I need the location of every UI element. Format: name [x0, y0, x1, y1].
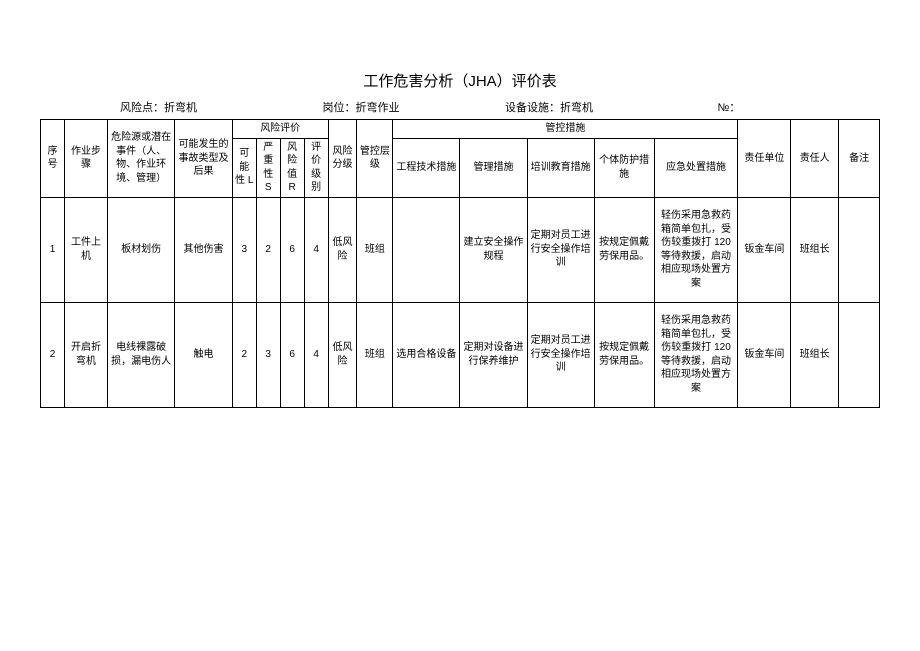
- cell-accident: 触电: [175, 302, 233, 407]
- th-emerg: 应急处置措施: [654, 138, 738, 197]
- meta-number: №：: [658, 99, 871, 115]
- cell-step: 开启折弯机: [64, 302, 107, 407]
- cell-accident: 其他伤害: [175, 197, 233, 302]
- cell-S: 3: [256, 302, 280, 407]
- table-head: 序号 作业步骤 危险源或潜在事件（人、物、作业环境、管理） 可能发生的事故类型及…: [41, 120, 880, 198]
- cell-level: 4: [304, 197, 328, 302]
- cell-R: 6: [280, 197, 304, 302]
- table-row: 1 工件上机 板材划伤 其他伤害 3 2 6 4 低风险 班组 建立安全操作规程…: [41, 197, 880, 302]
- cell-note: [839, 302, 880, 407]
- cell-train: 定期对员工进行安全操作培训: [527, 302, 594, 407]
- cell-unit: 钣金车间: [738, 197, 791, 302]
- cell-layer: 班组: [357, 197, 393, 302]
- th-hazard: 危险源或潜在事件（人、物、作业环境、管理）: [108, 120, 175, 198]
- cell-note: [839, 197, 880, 302]
- jha-table: 序号 作业步骤 危险源或潜在事件（人、物、作业环境、管理） 可能发生的事故类型及…: [40, 119, 880, 408]
- cell-L: 3: [232, 197, 256, 302]
- cell-seq: 2: [41, 302, 65, 407]
- th-controls: 管控措施: [393, 120, 738, 139]
- cell-unit: 钣金车间: [738, 302, 791, 407]
- cell-hazard: 板材划伤: [108, 197, 175, 302]
- th-ppe: 个体防护措施: [594, 138, 654, 197]
- cell-R: 6: [280, 302, 304, 407]
- cell-level: 4: [304, 302, 328, 407]
- cell-emerg: 轻伤采用急救药箱简单包扎，受伤较重拨打 120 等待救援，启动相应现场处置方案: [654, 302, 738, 407]
- cell-ppe: 按规定佩戴劳保用品。: [594, 302, 654, 407]
- th-R: 风险值 R: [280, 138, 304, 197]
- cell-emerg: 轻伤采用急救药箱简单包扎，受伤较重拨打 120 等待救援，启动相应现场处置方案: [654, 197, 738, 302]
- table-row: 2 开启折弯机 电线裸露破损，漏电伤人 触电 2 3 6 4 低风险 班组 选用…: [41, 302, 880, 407]
- th-step: 作业步骤: [64, 120, 107, 198]
- cell-seq: 1: [41, 197, 65, 302]
- page-title: 工作危害分析（JHA）评价表: [40, 70, 880, 91]
- th-risk-eval: 风险评价: [232, 120, 328, 139]
- cell-eng: [393, 197, 460, 302]
- meta-row: 风险点：折弯机 岗位：折弯作业 设备设施：折弯机 №：: [40, 99, 880, 115]
- th-mgmt: 管理措施: [460, 138, 527, 197]
- meta-risk-point: 风险点：折弯机: [50, 99, 273, 115]
- cell-hazard: 电线裸露破损，漏电伤人: [108, 302, 175, 407]
- th-eng: 工程技术措施: [393, 138, 460, 197]
- cell-eng: 选用合格设备: [393, 302, 460, 407]
- page: 工作危害分析（JHA）评价表 风险点：折弯机 岗位：折弯作业 设备设施：折弯机 …: [0, 0, 920, 651]
- cell-mgmt: 定期对设备进行保养维护: [460, 302, 527, 407]
- th-seq: 序号: [41, 120, 65, 198]
- cell-ppe: 按规定佩戴劳保用品。: [594, 197, 654, 302]
- cell-resp: 班组长: [791, 197, 839, 302]
- cell-fenji: 低风险: [328, 197, 357, 302]
- meta-position: 岗位：折弯作业: [273, 99, 476, 115]
- cell-S: 2: [256, 197, 280, 302]
- th-unit: 责任单位: [738, 120, 791, 198]
- th-resp: 责任人: [791, 120, 839, 198]
- th-fenji: 风险分级: [328, 120, 357, 198]
- th-L: 可能性 L: [232, 138, 256, 197]
- meta-equipment: 设备设施：折弯机: [475, 99, 658, 115]
- table-body: 1 工件上机 板材划伤 其他伤害 3 2 6 4 低风险 班组 建立安全操作规程…: [41, 197, 880, 407]
- cell-train: 定期对员工进行安全操作培训: [527, 197, 594, 302]
- th-S: 严重性 S: [256, 138, 280, 197]
- cell-fenji: 低风险: [328, 302, 357, 407]
- th-train: 培训教育措施: [527, 138, 594, 197]
- th-level: 评价级别: [304, 138, 328, 197]
- cell-L: 2: [232, 302, 256, 407]
- cell-step: 工件上机: [64, 197, 107, 302]
- cell-layer: 班组: [357, 302, 393, 407]
- cell-mgmt: 建立安全操作规程: [460, 197, 527, 302]
- th-accident: 可能发生的事故类型及后果: [175, 120, 233, 198]
- th-layer: 管控层级: [357, 120, 393, 198]
- cell-resp: 班组长: [791, 302, 839, 407]
- th-note: 备注: [839, 120, 880, 198]
